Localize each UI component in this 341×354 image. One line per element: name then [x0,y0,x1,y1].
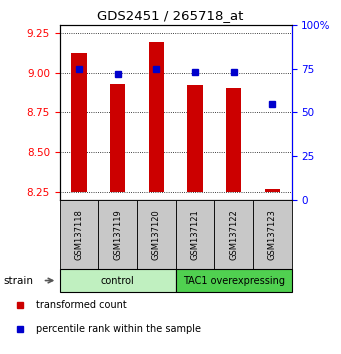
Bar [187,85,203,192]
Bar [176,200,214,269]
Text: GSM137120: GSM137120 [152,209,161,260]
Text: GSM137123: GSM137123 [268,209,277,260]
Text: GSM137119: GSM137119 [113,209,122,260]
Text: transformed count: transformed count [36,300,127,310]
Bar [149,42,164,192]
Text: GSM137122: GSM137122 [229,209,238,260]
Bar [176,269,292,292]
Text: GSM137118: GSM137118 [74,209,84,260]
Text: control: control [101,275,134,286]
Bar [265,189,280,192]
Bar [71,53,87,192]
Text: GSM137121: GSM137121 [190,209,199,260]
Bar [110,84,125,192]
Bar [98,200,137,269]
Bar [137,200,176,269]
Bar [214,200,253,269]
Bar [60,269,176,292]
Bar [226,88,241,192]
Text: GDS2451 / 265718_at: GDS2451 / 265718_at [97,9,244,22]
Text: TAC1 overexpressing: TAC1 overexpressing [182,275,285,286]
Bar [253,200,292,269]
Text: strain: strain [3,275,33,286]
Bar [60,200,98,269]
Text: percentile rank within the sample: percentile rank within the sample [36,324,201,334]
